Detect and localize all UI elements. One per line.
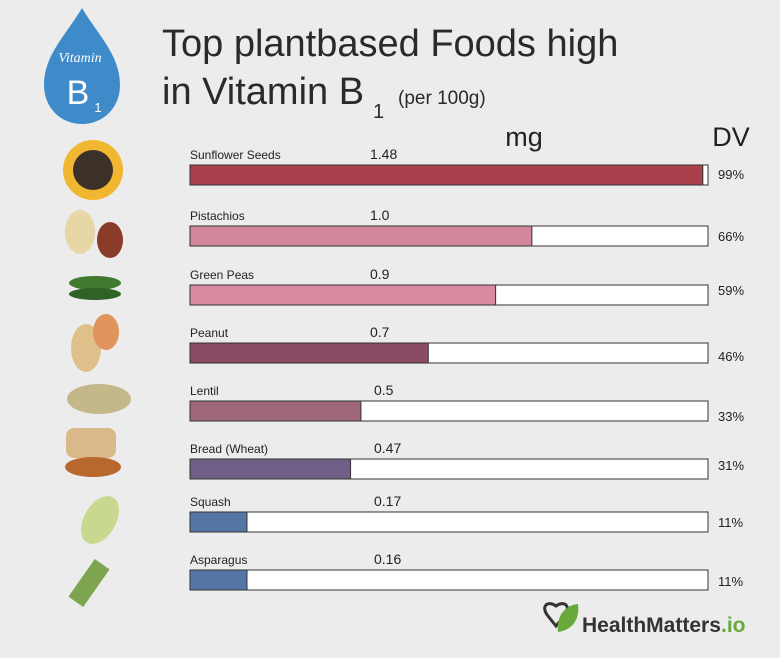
title-subscript: 1 xyxy=(373,101,384,123)
mg-label: 0.17 xyxy=(374,493,401,509)
bar xyxy=(189,569,248,591)
column-header: mg xyxy=(505,122,543,152)
title-line: Top plantbased Foods high xyxy=(162,23,618,65)
bar xyxy=(189,225,533,247)
dv-label: 46% xyxy=(718,349,744,364)
bar xyxy=(189,164,704,186)
category-label: Asparagus xyxy=(190,553,247,567)
mg-label: 0.47 xyxy=(374,440,401,456)
dv-label: 31% xyxy=(718,458,744,473)
badge-letter: B xyxy=(67,74,90,112)
bar xyxy=(189,400,362,422)
column-header: DV xyxy=(712,122,750,152)
category-label: Bread (Wheat) xyxy=(190,442,268,456)
dv-label: 66% xyxy=(718,229,744,244)
dv-label: 11% xyxy=(718,515,743,530)
badge-subscript: 1 xyxy=(94,100,101,115)
bar xyxy=(189,511,248,533)
dv-label: 59% xyxy=(718,283,744,298)
badge-label: Vitamin xyxy=(58,51,101,66)
bar xyxy=(189,342,429,364)
category-label: Green Peas xyxy=(190,268,254,282)
mg-label: 0.5 xyxy=(374,382,394,398)
title-line: in Vitamin B xyxy=(162,71,364,113)
category-label: Pistachios xyxy=(190,209,245,223)
mg-label: 1.48 xyxy=(370,146,397,162)
brand-suffix: .io xyxy=(721,614,746,637)
category-label: Squash xyxy=(190,495,231,509)
category-label: Peanut xyxy=(190,326,229,340)
mg-label: 0.16 xyxy=(374,551,401,567)
dv-label: 33% xyxy=(718,409,744,424)
food-icons xyxy=(63,140,131,608)
mg-label: 0.7 xyxy=(370,324,390,340)
brand-leaf xyxy=(557,604,579,632)
bar xyxy=(189,284,497,306)
bar-track xyxy=(189,569,709,591)
bar xyxy=(189,458,352,480)
dv-label: 11% xyxy=(718,574,743,589)
category-label: Lentil xyxy=(190,384,219,398)
bar-track xyxy=(189,511,709,533)
dv-label: 99% xyxy=(718,167,744,182)
badge-drop xyxy=(44,8,120,124)
mg-label: 0.9 xyxy=(370,266,390,282)
brand-name: HealthMatters xyxy=(582,614,721,637)
category-label: Sunflower Seeds xyxy=(190,148,281,162)
subtitle: (per 100g) xyxy=(398,88,486,109)
mg-label: 1.0 xyxy=(370,207,390,223)
